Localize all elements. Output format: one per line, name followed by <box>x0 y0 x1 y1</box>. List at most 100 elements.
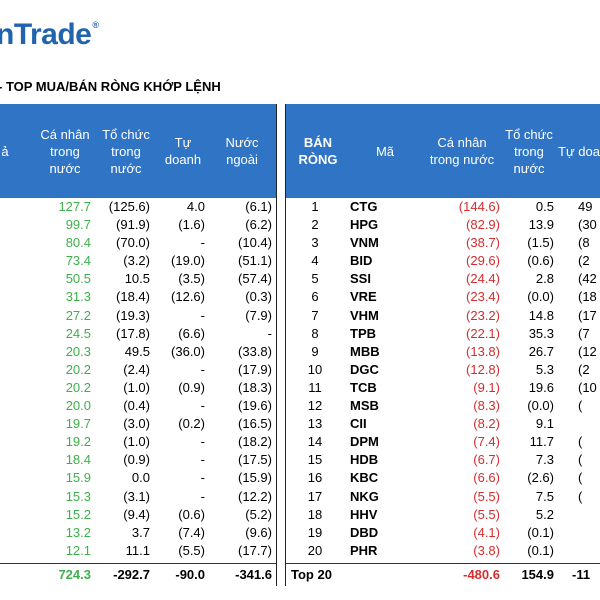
cell-stock-code: HDB <box>350 452 379 468</box>
cell-proprietary: (19.0) <box>171 253 205 269</box>
cell-proprietary: (12 <box>578 343 597 359</box>
total-label: Top 20 <box>291 567 332 582</box>
cell-proprietary: (0.9) <box>178 379 205 395</box>
cell-individual: (12.8) <box>466 361 500 377</box>
cell-proprietary: (6.6) <box>178 325 205 341</box>
table-row: 1 CTG (144.6) 0.5 49 <box>286 198 600 216</box>
cell-rank: 17 <box>307 488 323 504</box>
cell-foreign: (0.3) <box>245 289 272 305</box>
cell-proprietary: (2 <box>578 253 590 269</box>
cell-individual: 127.7 <box>58 199 91 214</box>
cell-individual: (144.6) <box>458 199 500 214</box>
cell-individual: (23.4) <box>466 289 500 305</box>
table-row: 127.7 (125.6) 4.0 (6.1) <box>0 198 276 216</box>
logo-text: nTrade <box>0 18 92 51</box>
cell-stock-code: DBD <box>350 524 379 540</box>
cell-foreign: (10.4) <box>238 235 272 251</box>
cell-institution: 5.2 <box>535 506 554 522</box>
total-proprietary: -90.0 <box>175 567 205 582</box>
cell-proprietary: 4.0 <box>186 199 205 214</box>
table-row: 18.4 (0.9) - (17.5) <box>0 451 276 469</box>
cell-stock-code: HHV <box>350 506 378 522</box>
cell-proprietary: - <box>200 398 205 414</box>
cell-institution: 3.7 <box>131 524 150 540</box>
page-title: - TOP MUA/BÁN RÒNG KHỚP LỆNH <box>0 79 221 94</box>
cell-institution: 19.6 <box>528 379 554 395</box>
total-row: 724.3 -292.7 -90.0 -341.6 <box>0 563 276 586</box>
cell-proprietary: ( <box>578 434 583 450</box>
table-body: 127.7 (125.6) 4.0 (6.1) 99.7 (91.9) (1.6) (6.2)… <box>0 198 276 560</box>
table-row: 4 BID (29.6) (0.6) (2 <box>286 252 600 270</box>
cell-proprietary: (17 <box>578 307 597 323</box>
cell-institution: (1.0) <box>123 434 150 450</box>
cell-rank: 13 <box>307 416 323 432</box>
cell-stock-code: BID <box>350 253 373 269</box>
cell-proprietary: ( <box>578 470 583 486</box>
total-foreign: -341.6 <box>235 567 272 582</box>
cell-individual: (5.5) <box>473 488 500 504</box>
top-net-buy-table: ả Cá nhân trong nước Tổ chức trong nước … <box>0 104 277 586</box>
cell-proprietary: (36.0) <box>171 343 205 359</box>
table-row: 15.3 (3.1) - (12.2) <box>0 488 276 506</box>
table-row: 15 HDB (6.7) 7.3 ( <box>286 451 600 469</box>
cell-institution: 7.3 <box>535 452 554 468</box>
table-row: 20.0 (0.4) - (19.6) <box>0 397 276 415</box>
cell-rank: 12 <box>307 398 323 414</box>
cell-proprietary: (7 <box>578 325 590 341</box>
table-row: 20.3 49.5 (36.0) (33.8) <box>0 343 276 361</box>
table-row: 13.2 3.7 (7.4) (9.6) <box>0 524 276 542</box>
total-institution: -292.7 <box>113 567 150 582</box>
cell-rank: 5 <box>311 271 319 287</box>
cell-stock-code: KBC <box>350 470 379 486</box>
cell-individual: (29.6) <box>466 253 500 269</box>
cell-proprietary: - <box>200 307 205 323</box>
cell-proprietary <box>578 542 600 560</box>
cell-institution: 14.8 <box>528 307 554 323</box>
cell-institution: 7.5 <box>535 488 554 504</box>
cell-foreign: (51.1) <box>238 253 272 269</box>
cell-institution: 26.7 <box>528 343 554 359</box>
table-row: 99.7 (91.9) (1.6) (6.2) <box>0 216 276 234</box>
cell-individual: 20.3 <box>65 343 91 359</box>
cell-foreign: (5.2) <box>245 506 272 522</box>
cell-rank: 6 <box>311 289 319 305</box>
table-row: 15.2 (9.4) (0.6) (5.2) <box>0 506 276 524</box>
cell-individual: (23.2) <box>466 307 500 323</box>
cell-stock-code: MBB <box>350 343 380 359</box>
cell-institution: (18.4) <box>116 289 150 305</box>
table-header: BÁN RÒNG Mã Cá nhân trong nước Tổ chức t… <box>286 104 600 198</box>
cell-foreign: - <box>267 325 272 341</box>
cell-individual: (3.8) <box>473 542 500 558</box>
cell-proprietary: - <box>200 434 205 450</box>
cell-proprietary: (3.5) <box>178 271 205 287</box>
cell-proprietary: (5.5) <box>178 542 205 558</box>
cell-institution: (3.2) <box>123 253 150 269</box>
cell-institution: (91.9) <box>116 217 150 233</box>
table-row: 31.3 (18.4) (12.6) (0.3) <box>0 288 276 306</box>
table-row: 27.2 (19.3) - (7.9) <box>0 307 276 325</box>
cell-institution: (2.6) <box>527 470 554 486</box>
cell-institution: 0.0 <box>131 470 150 486</box>
cell-rank: 16 <box>307 470 323 486</box>
cell-institution: (0.6) <box>527 253 554 269</box>
cell-institution: (3.1) <box>123 488 150 504</box>
cell-proprietary: - <box>200 470 205 486</box>
cell-stock-code: VNM <box>350 235 379 251</box>
cell-foreign: (15.9) <box>238 470 272 486</box>
cell-individual: 73.4 <box>65 253 91 269</box>
cell-individual: 31.3 <box>65 289 91 305</box>
cell-stock-code: DGC <box>350 361 379 377</box>
cell-individual: (8.2) <box>473 416 500 432</box>
table-row: 8 TPB (22.1) 35.3 (7 <box>286 325 600 343</box>
table-row: 24.5 (17.8) (6.6) - <box>0 325 276 343</box>
cell-rank: 18 <box>307 506 323 522</box>
cell-institution: (3.0) <box>123 416 150 432</box>
cell-rank: 14 <box>307 434 323 450</box>
cell-stock-code: CII <box>350 416 367 432</box>
cell-stock-code: MSB <box>350 398 379 414</box>
cell-individual: (22.1) <box>466 325 500 341</box>
cell-foreign: (17.9) <box>238 361 272 377</box>
cell-institution: (2.4) <box>123 361 150 377</box>
cell-proprietary: (30 <box>578 217 597 233</box>
cell-individual: 99.7 <box>65 217 91 233</box>
